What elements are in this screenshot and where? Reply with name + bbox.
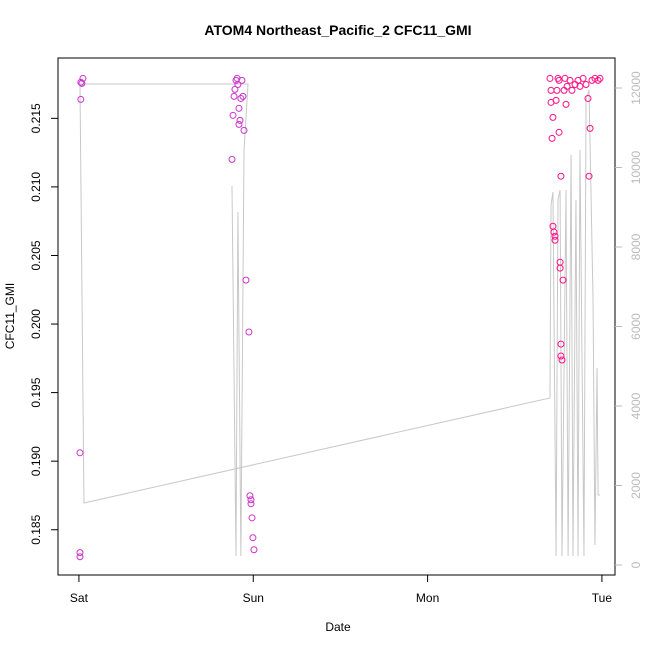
- point: [235, 104, 243, 112]
- point: [582, 80, 590, 88]
- point: [585, 172, 593, 180]
- point: [240, 126, 248, 134]
- y-tick-label: 0.195: [29, 377, 43, 407]
- point: [551, 232, 559, 240]
- point: [248, 514, 256, 522]
- point: [594, 76, 602, 84]
- plot-frame: [57, 57, 616, 576]
- point: [76, 449, 84, 457]
- point: [246, 492, 254, 500]
- point: [236, 116, 244, 124]
- x-tick-label: Sat: [70, 591, 89, 605]
- y-tick-label: 0.190: [29, 446, 43, 476]
- point: [562, 100, 570, 108]
- point: [596, 74, 604, 82]
- point: [550, 228, 558, 236]
- y-tick-label: 0.210: [29, 172, 43, 202]
- x-tick-label: Mon: [416, 591, 439, 605]
- point: [237, 94, 245, 102]
- point: [555, 76, 563, 84]
- point: [548, 134, 556, 142]
- point: [549, 113, 557, 121]
- point: [250, 546, 258, 554]
- point: [234, 80, 242, 88]
- y2-tick-label: 12000: [629, 71, 643, 105]
- point: [231, 85, 239, 93]
- point: [235, 120, 243, 128]
- y2-tick-label: 10000: [629, 150, 643, 184]
- chart-title: ATOM4 Northeast_Pacific_2 CFC11_GMI: [204, 22, 471, 38]
- point: [556, 264, 564, 272]
- point: [78, 79, 86, 87]
- x-tick-label: Tue: [592, 591, 613, 605]
- x-axis-title: Date: [325, 620, 351, 634]
- point: [557, 352, 565, 360]
- point: [238, 76, 246, 84]
- y2-tick-label: 6000: [629, 313, 643, 340]
- point: [568, 86, 576, 94]
- point: [559, 276, 567, 284]
- point: [230, 92, 238, 100]
- point: [576, 82, 584, 90]
- y-tick-label: 0.200: [29, 309, 43, 339]
- y2-tick-label: 8000: [629, 233, 643, 260]
- point: [247, 500, 255, 508]
- y-tick-label: 0.185: [29, 514, 43, 544]
- y2-tick-label: 0: [629, 561, 643, 568]
- point: [247, 496, 255, 504]
- x-tick-label: Sun: [243, 591, 264, 605]
- y-tick-label: 0.205: [29, 240, 43, 270]
- point: [249, 534, 257, 542]
- point: [245, 328, 253, 336]
- point: [557, 340, 565, 348]
- point: [229, 111, 237, 119]
- point: [555, 128, 563, 136]
- point: [79, 74, 87, 82]
- y2-tick-label: 2000: [629, 472, 643, 499]
- point: [76, 549, 84, 557]
- point: [546, 74, 554, 82]
- point: [77, 78, 85, 86]
- point: [77, 95, 85, 103]
- point: [552, 96, 560, 104]
- point: [242, 276, 250, 284]
- y-tick-label: 0.215: [29, 103, 43, 133]
- point: [76, 553, 84, 561]
- point: [239, 92, 247, 100]
- point: [228, 155, 236, 163]
- point: [563, 82, 571, 90]
- point: [553, 86, 561, 94]
- point: [584, 94, 592, 102]
- point: [558, 356, 566, 364]
- y-axis-title: CFC11_GMI: [3, 283, 17, 349]
- point: [557, 172, 565, 180]
- point: [586, 124, 594, 132]
- point: [566, 76, 574, 84]
- point: [551, 236, 559, 244]
- y2-tick-label: 4000: [629, 392, 643, 419]
- point: [579, 74, 587, 82]
